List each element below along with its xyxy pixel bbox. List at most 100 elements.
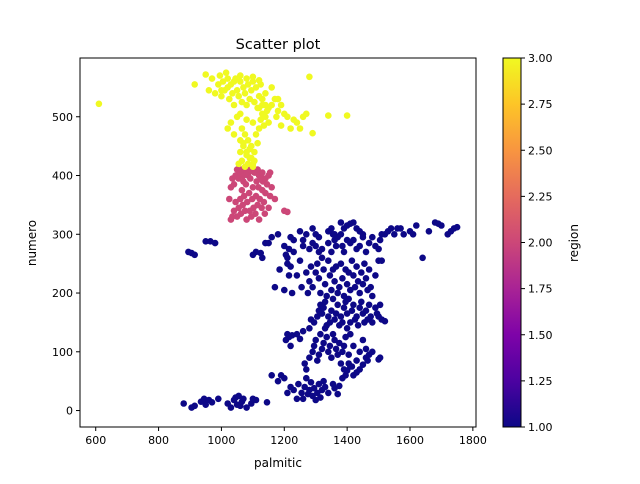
scatter-point (325, 257, 332, 265)
scatter-point (285, 272, 293, 279)
scatter-point (224, 75, 231, 82)
scatter-point (288, 289, 296, 297)
scatter-point (261, 210, 269, 217)
scatter-point (369, 292, 376, 300)
scatter-point (293, 330, 301, 338)
scatter-point (337, 313, 345, 320)
scatter-point (307, 379, 315, 386)
scatter-point (409, 231, 417, 238)
scatter-point (255, 104, 263, 112)
scatter-point (334, 301, 342, 309)
x-axis: 600 800 1000 1200 1400 1600 1800 (85, 427, 487, 447)
scatter-point (303, 231, 310, 238)
scatter-point (257, 175, 265, 182)
scatter-point (243, 101, 250, 109)
scatter-point (365, 266, 373, 273)
scatter-point (243, 116, 250, 123)
colorbar-tick-label: 1.00 (528, 421, 553, 434)
scatter-point (191, 251, 198, 259)
scatter-point (281, 286, 288, 294)
scatter-point (309, 348, 316, 356)
scatter-point (251, 157, 258, 165)
scatter-point (356, 348, 364, 356)
scatter-point (329, 295, 337, 303)
scatter-point (323, 292, 331, 300)
scatter-point (230, 131, 238, 138)
scatter-point (325, 112, 332, 119)
scatter-point (350, 219, 357, 226)
scatter-point (274, 231, 282, 238)
scatter-point (387, 225, 395, 232)
scatter-point (348, 257, 356, 265)
scatter-point (262, 113, 269, 121)
scatter-point (350, 342, 357, 350)
scatter-point (243, 404, 250, 411)
scatter-point (281, 242, 288, 250)
scatter-point (345, 351, 353, 359)
scatter-point (350, 272, 357, 279)
scatter-point (298, 283, 305, 291)
x-tick-label: 1000 (207, 434, 235, 447)
scatter-point (296, 257, 304, 265)
scatter-point (425, 228, 433, 235)
scatter-point (259, 95, 266, 103)
scatter-point (361, 260, 368, 268)
scatter-point (340, 304, 348, 312)
scatter-point (202, 401, 209, 409)
scatter-point (331, 316, 338, 323)
colorbar-tick-label: 1.25 (528, 375, 553, 388)
scatter-point (245, 189, 253, 197)
scatter-point (229, 213, 236, 220)
scatter-point (296, 228, 304, 235)
scatter-point (230, 101, 238, 109)
scatter-point (287, 342, 294, 350)
scatter-point (317, 330, 324, 338)
scatter-point (191, 402, 198, 410)
x-tick-label: 600 (85, 434, 106, 447)
scatter-point (353, 357, 360, 364)
scatter-point (315, 275, 323, 282)
y-tick-label: 100 (52, 346, 73, 359)
scatter-point (320, 304, 327, 312)
scatter-point (191, 81, 198, 88)
colorbar-tick-label: 3.00 (528, 52, 553, 65)
scatter-point (227, 119, 235, 126)
scatter-point (328, 286, 335, 294)
scatter-point (356, 289, 364, 297)
scatter-point (284, 113, 291, 121)
scatter-point (273, 113, 280, 121)
scatter-point (332, 263, 340, 270)
scatter-point (241, 131, 249, 138)
scatter-point (237, 78, 244, 85)
scatter-point (378, 257, 386, 265)
y-tick-label: 400 (52, 170, 73, 183)
scatter-point (296, 125, 304, 132)
scatter-point (325, 313, 332, 320)
scatter-point (306, 278, 313, 285)
scatter-point (211, 90, 219, 97)
scatter-point (372, 272, 379, 279)
scatter-point (254, 139, 261, 147)
scatter-point (222, 69, 230, 76)
scatter-point (367, 313, 375, 320)
scatter-point (218, 87, 225, 94)
scatter-point (340, 292, 348, 300)
scatter-point (359, 280, 367, 288)
scatter-point (303, 269, 310, 276)
scatter-point (268, 233, 276, 241)
scatter-point (260, 198, 268, 206)
scatter-point (376, 354, 384, 362)
plot-frame (79, 57, 477, 428)
scatter-point (244, 81, 252, 88)
x-tick-label: 800 (148, 434, 169, 447)
scatter-point (202, 238, 209, 245)
scatter-point (249, 163, 257, 170)
scatter-point (293, 272, 301, 279)
scatter-point (391, 231, 398, 238)
scatter-point (326, 272, 334, 279)
scatter-point (397, 225, 404, 232)
scatter-point (208, 399, 216, 406)
scatter-point (249, 78, 257, 85)
scatter-point (365, 239, 373, 247)
scatter-point (285, 245, 293, 253)
